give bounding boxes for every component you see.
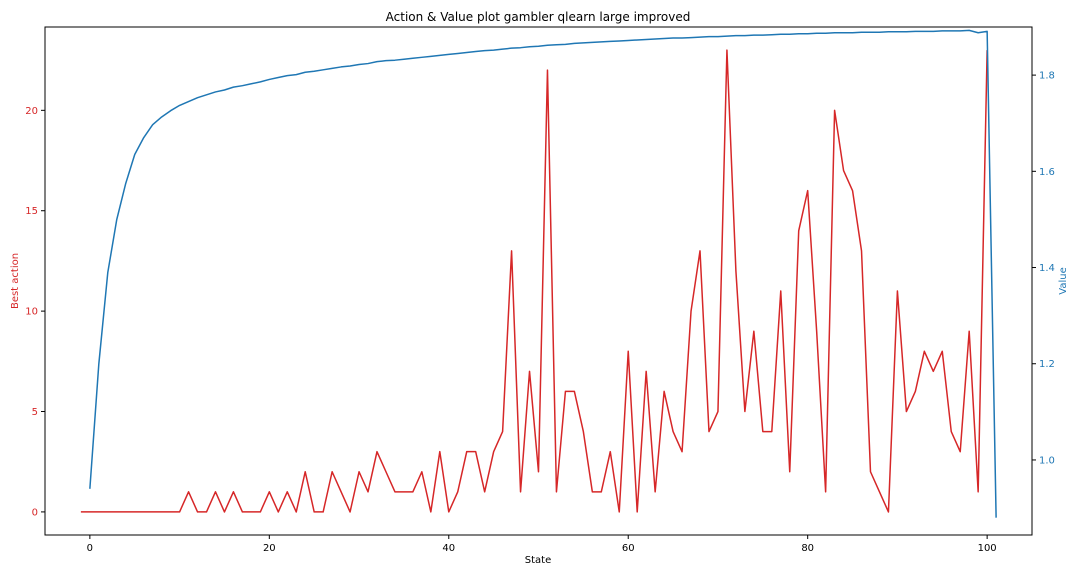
x-tick-label: 0 (87, 543, 93, 554)
left-y-tick-label: 20 (25, 106, 38, 117)
best-action-line (80, 49, 988, 513)
x-axis-label: State (525, 555, 551, 566)
left-y-tick-label: 5 (32, 407, 38, 418)
x-tick-label: 100 (978, 543, 997, 554)
right-y-tick-label: 1.6 (1039, 167, 1055, 178)
right-y-tick-label: 1.0 (1039, 455, 1055, 466)
series-lines (80, 29, 997, 518)
x-axis: 0 20 40 60 80 100 (87, 535, 997, 554)
value-line (89, 29, 997, 518)
left-y-axis: 0 5 10 15 20 (25, 106, 45, 518)
right-y-tick-label: 1.2 (1039, 359, 1055, 370)
x-tick-label: 40 (442, 543, 455, 554)
x-tick-label: 80 (801, 543, 814, 554)
right-y-tick-label: 1.4 (1039, 263, 1055, 274)
left-y-tick-label: 10 (25, 307, 38, 318)
left-y-tick-label: 0 (32, 507, 38, 518)
right-y-axis-label: Value (1058, 267, 1069, 294)
x-tick-label: 60 (622, 543, 635, 554)
left-y-tick-label: 15 (25, 206, 38, 217)
chart-title: Action & Value plot gambler qlearn large… (386, 10, 691, 24)
left-y-axis-label: Best action (10, 253, 21, 309)
right-y-axis: 1.0 1.2 1.4 1.6 1.8 (1032, 71, 1055, 466)
right-y-tick-label: 1.8 (1039, 71, 1055, 82)
x-tick-label: 20 (263, 543, 276, 554)
plot-frame (44, 26, 1033, 536)
